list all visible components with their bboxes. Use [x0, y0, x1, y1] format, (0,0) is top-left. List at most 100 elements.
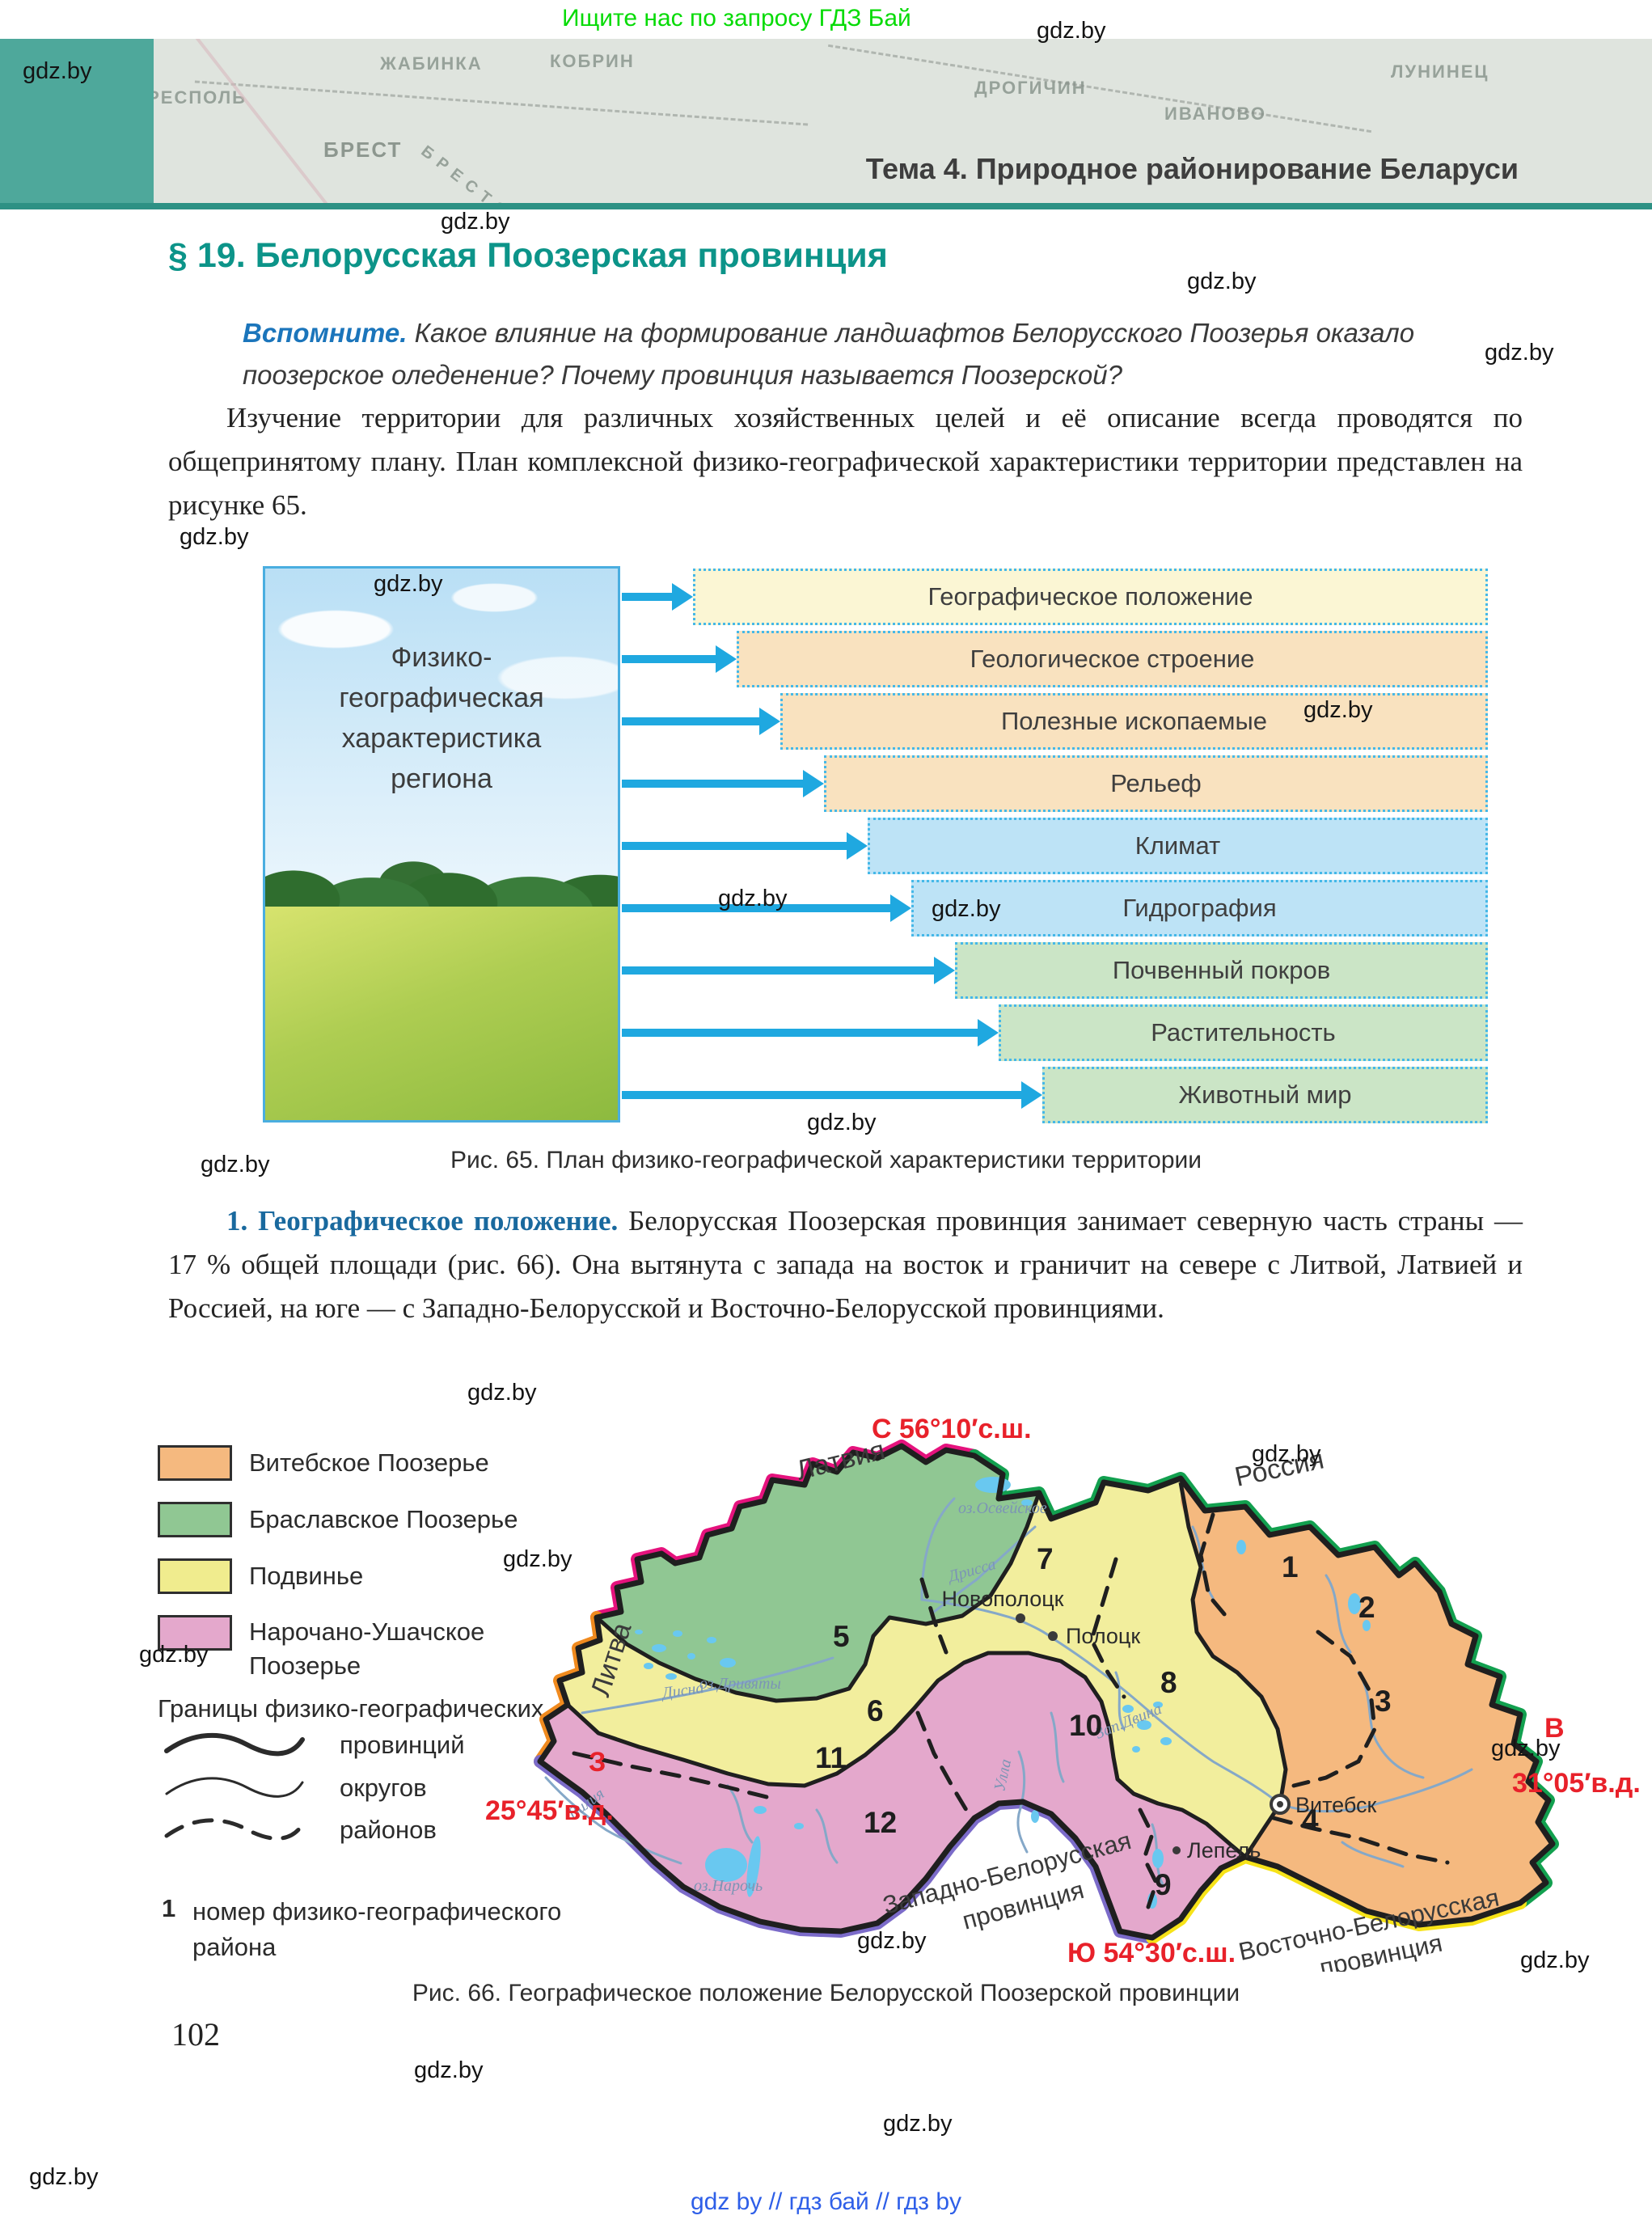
region-number-4: 4 [1302, 1803, 1319, 1837]
city-label-vitebsk: Витебск [1295, 1793, 1377, 1817]
plan-box-vegetation: Растительность [999, 1004, 1488, 1061]
watermark: gdz.by [374, 571, 443, 597]
number-note-symbol: 1 [162, 1894, 176, 1922]
arrow-icon [622, 832, 868, 860]
figure65-photo: Физико- географическая характеристика ре… [263, 566, 620, 1123]
region-number-3: 3 [1375, 1685, 1392, 1718]
legend-swatch-braslavskoe [158, 1502, 232, 1537]
watermark: gdz.by [857, 1928, 927, 1954]
watermark: gdz.by [932, 896, 1001, 922]
figure66-caption: Рис. 66. Географическое положение Белору… [412, 1980, 1240, 2006]
plan-box-geographic-position: Географическое положение [693, 569, 1488, 625]
intro-paragraph: Изучение территории для различных хозяйс… [168, 396, 1523, 527]
region-number-12: 12 [864, 1806, 897, 1839]
region-number-7: 7 [1037, 1542, 1054, 1575]
lake-label-naroch: оз.Нарочь [694, 1877, 763, 1895]
watermark: gdz.by [1520, 1947, 1590, 1973]
region-number-6: 6 [867, 1694, 884, 1727]
header-map-label: ИВАНОВО [1164, 104, 1266, 124]
city-label-lepel: Лепель [1187, 1838, 1261, 1862]
arrow-icon [622, 1081, 1042, 1109]
lake-label-drivyaty: оз.Дривяты [699, 1675, 781, 1693]
watermark: gdz.by [180, 524, 249, 550]
header-map-label: ДРОГИЧИН [974, 78, 1087, 98]
photo-meadow [265, 907, 618, 1120]
plan-box-climate: Климат [868, 818, 1488, 874]
header-map-label: БРЕСТСКОЕ ПОЛЕСЬЕ [417, 142, 670, 203]
arrow-icon [622, 708, 780, 735]
page-header: ЖАБИНКА КОБРИН ДРОГИЧИН БРЕСТ ИВАНОВО ЛУ… [0, 39, 1652, 203]
arrow-icon [622, 894, 911, 922]
watermark: gdz.by [1187, 268, 1257, 294]
legend-label-narochano: Нарочано-Ушачское Поозерье [249, 1617, 485, 1680]
plan-box-soil-cover: Почвенный покров [955, 942, 1488, 999]
watermark: gdz.by [1037, 18, 1106, 44]
watermark: gdz.by [1303, 697, 1373, 723]
legend-swatch-podvinye [158, 1558, 232, 1594]
region-number-10: 10 [1069, 1709, 1102, 1742]
plan-box-relief: Рельеф [824, 755, 1488, 812]
photo-clouds [265, 569, 618, 811]
boundary-label-okrugs: округов [340, 1774, 427, 1802]
city-label-novopolotsk: Новополоцк [942, 1587, 1064, 1611]
watermark: gdz.by [29, 2164, 99, 2190]
plan-box-geologic-structure: Геологическое строение [737, 631, 1488, 687]
city-marker-novopolotsk [1016, 1613, 1025, 1623]
map-east-value: 31°05′в.д. [1512, 1768, 1641, 1799]
watermark: gdz.by [414, 2057, 484, 2083]
figure65-image-label: Физико- географическая характеристика ре… [339, 642, 544, 794]
header-map-label: КОБРИН [550, 51, 635, 71]
intro-text: Изучение территории для различных хозяйс… [168, 402, 1523, 521]
footer-links[interactable]: gdz by // гдз бай // гдз by [690, 2188, 962, 2215]
promo-text: Ищите нас по запросу ГДЗ Бай [562, 5, 911, 32]
watermark: gdz.by [23, 58, 92, 84]
header-teal-block [0, 39, 154, 203]
boundary-line-districts-icon [164, 1818, 305, 1841]
watermark: gdz.by [718, 886, 788, 911]
legend-swatch-narochano [158, 1615, 232, 1651]
header-map-label: БРЕСТ [323, 137, 403, 162]
city-marker-polotsk [1048, 1631, 1058, 1641]
arrow-icon [622, 583, 693, 611]
arrow-icon [622, 645, 737, 673]
legend-label-podvinye: Подвинье [249, 1562, 364, 1590]
section1-text: Белорусская Поозерская провинция занимае… [168, 1205, 1523, 1324]
watermark: gdz.by [1485, 340, 1554, 366]
region-number-9: 9 [1155, 1868, 1172, 1901]
plan-box-hydrography: Гидрография [911, 880, 1488, 937]
region-vitebskoe [1181, 1478, 1553, 1925]
figure65-caption: Рис. 65. План физико-географической хара… [450, 1147, 1202, 1173]
boundaries-title: Границы физико-географических [158, 1694, 544, 1723]
watermark: gdz.by [883, 2111, 953, 2137]
header-map-road [183, 39, 335, 203]
boundary-line-provinces-icon [164, 1732, 305, 1757]
boundary-label-provinces: провинций [340, 1731, 465, 1759]
region-braslavskoe [597, 1446, 1039, 1701]
section1-paragraph: 1. Географическое положение. Белорусская… [168, 1199, 1523, 1330]
region-number-2: 2 [1358, 1591, 1375, 1624]
watermark: gdz.by [441, 209, 510, 235]
map-west-value: 25°45′в.д. [485, 1795, 614, 1826]
figure66-map: Новополоцк Полоцк Витебск Лепель оз.Осве… [485, 1414, 1641, 1972]
legend-label-braslavskoe: Браславское Поозерье [249, 1505, 518, 1533]
recall-block: Вспомните. Какое влияние на формирование… [243, 312, 1524, 396]
recall-text: Какое влияние на формирование ландшафтов… [243, 318, 1415, 390]
city-label-polotsk: Полоцк [1066, 1624, 1140, 1648]
section1-heading: 1. Географическое положение. [226, 1205, 619, 1237]
plan-box-minerals: Полезные ископаемые [780, 693, 1488, 750]
watermark: gdz.by [1491, 1736, 1561, 1761]
chapter-theme: Тема 4. Природное районирование Беларуси [865, 152, 1519, 185]
city-marker-vitebsk [1270, 1794, 1291, 1815]
page-number: 102 [171, 2016, 220, 2053]
paragraph-title: § 19. Белорусская Поозерская провинция [168, 236, 888, 275]
region-number-5: 5 [833, 1620, 850, 1653]
arrow-icon [622, 1019, 999, 1046]
city-marker-lepel [1172, 1846, 1181, 1854]
map-west-letter: З [589, 1747, 606, 1778]
arrow-icon [622, 770, 824, 797]
map-outline [537, 1443, 1556, 1941]
recall-label: Вспомните. [243, 318, 408, 348]
region-number-8: 8 [1160, 1666, 1177, 1699]
watermark: gdz.by [467, 1380, 537, 1406]
